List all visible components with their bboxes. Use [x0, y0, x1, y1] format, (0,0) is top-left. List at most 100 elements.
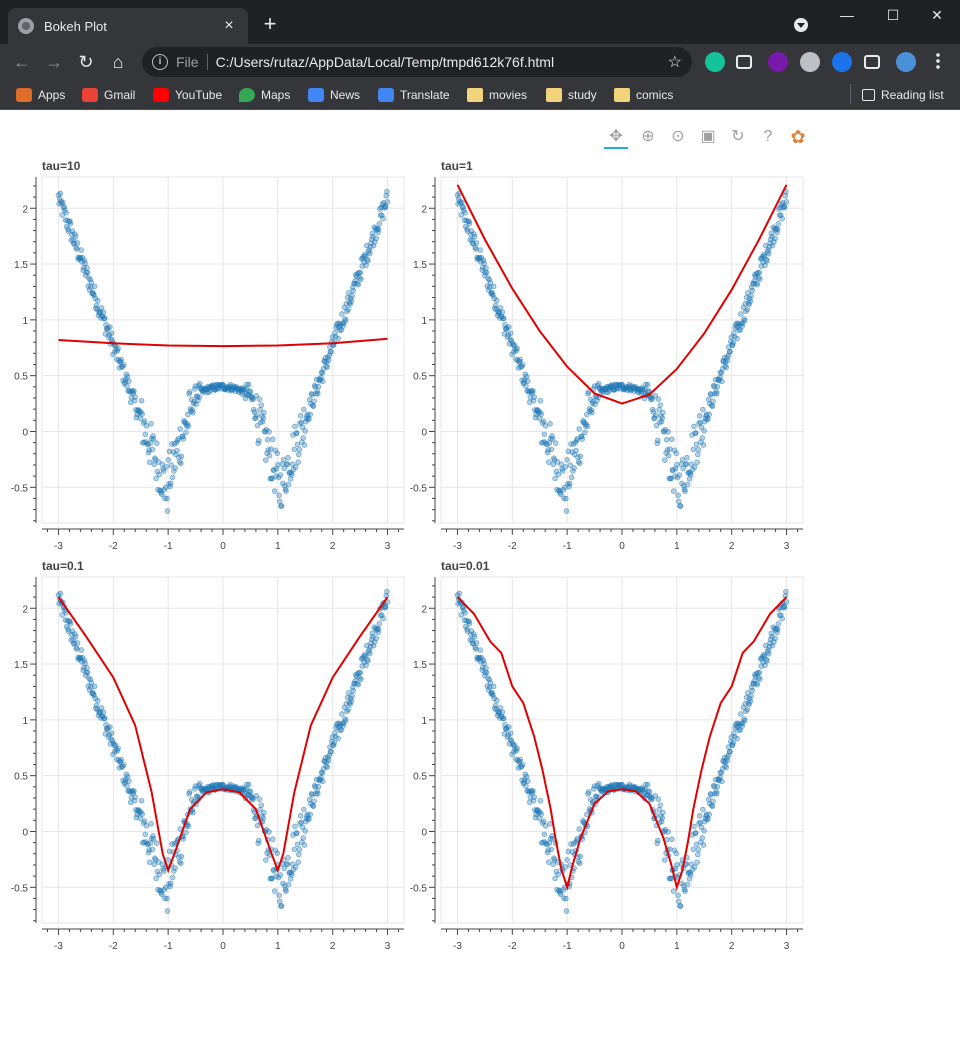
bookmark-youtube[interactable]: YouTube [153, 85, 222, 105]
grammarly-icon[interactable] [705, 52, 725, 72]
scatter-point [324, 764, 331, 770]
scatter-point [693, 441, 700, 448]
minimize-button[interactable]: — [840, 7, 854, 23]
bookmark-news[interactable]: News [308, 85, 360, 105]
bookmark-study[interactable]: study [546, 85, 597, 105]
reading-list-button[interactable]: Reading list [862, 85, 944, 105]
bookmark-maps[interactable]: Maps [239, 85, 290, 105]
scatter-point [261, 409, 267, 416]
scatter-point [553, 868, 560, 875]
close-window-button[interactable]: ✕ [931, 7, 943, 23]
back-button[interactable]: ← [13, 52, 31, 72]
scatter-point [72, 233, 79, 240]
scatter-point [256, 437, 262, 444]
scatter-point [724, 357, 731, 364]
y-tick-label: -0.5 [410, 883, 428, 894]
scatter-point [576, 426, 582, 432]
bookmark-gmail[interactable]: Gmail [82, 85, 135, 105]
tab-search-icon[interactable] [794, 18, 808, 32]
pan-tool[interactable]: ✥ [604, 125, 628, 149]
scatter-point [297, 813, 304, 819]
plot-panel-3[interactable]: -3 -2 -1 0 1 2 3 -0.5 0 0.5 1 1.5 2 [11, 576, 405, 952]
scatter-point [195, 397, 201, 404]
wifi-ext-icon[interactable] [832, 52, 852, 72]
bookmark-label: Translate [400, 88, 450, 102]
close-tab-icon[interactable]: × [224, 17, 234, 34]
scatter-point [149, 846, 156, 853]
scatter-point [719, 378, 725, 385]
title-bar: Bokeh Plot × + — ☐ ✕ [0, 0, 960, 44]
scatter-point [63, 209, 69, 216]
forward-button[interactable]: → [45, 52, 63, 72]
scatter-point [559, 468, 566, 474]
bookmark-apps[interactable]: Apps [16, 85, 65, 105]
browser-tab[interactable]: Bokeh Plot × [8, 8, 248, 44]
scatter-point [499, 709, 506, 715]
bookmark-movies[interactable]: movies [467, 85, 527, 105]
scatter-point [471, 633, 478, 640]
home-button[interactable]: ⌂ [112, 52, 124, 72]
scatter-point [67, 220, 74, 227]
plot-grid[interactable]: -3 -2 -1 0 1 2 3 -0.5 0 0.5 1 1.5 2 -3 -2 -1 0 1 2 3 -0.5 0 0.… [0, 111, 960, 1048]
maximize-button[interactable]: ☐ [886, 7, 900, 23]
scatter-point [107, 324, 113, 330]
bookmark-comics[interactable]: comics [614, 85, 673, 105]
scatter-point [325, 357, 332, 364]
scatter-point [345, 306, 352, 313]
scatter-point [584, 423, 591, 429]
scatter-point [108, 730, 115, 736]
plot-panel-1[interactable]: -3 -2 -1 0 1 2 3 -0.5 0 0.5 1 1.5 2 [11, 176, 405, 552]
plot-panel-4[interactable]: -3 -2 -1 0 1 2 3 -0.5 0 0.5 1 1.5 2 [410, 576, 804, 952]
scatter-point [247, 389, 254, 395]
scatter-point [186, 389, 193, 395]
bookmark-translate[interactable]: Translate [378, 85, 450, 105]
reload-button[interactable]: ↻ [78, 52, 94, 72]
scatter-point [662, 857, 668, 863]
scatter-point [764, 258, 770, 264]
globe-icon [18, 18, 34, 34]
avatar[interactable] [896, 52, 916, 72]
y-tick-label: 0 [421, 427, 427, 438]
wheel-zoom-tool[interactable]: ⊙ [671, 128, 685, 145]
new-tab-button[interactable]: + [263, 11, 277, 36]
scatter-point [132, 794, 138, 800]
info-icon[interactable]: i [152, 54, 168, 70]
scatter-point [285, 881, 292, 888]
scatter-point [697, 419, 704, 426]
scatter-point [358, 276, 364, 282]
address-bar[interactable]: i File C:/Users/rutaz/AppData/Local/Temp… [142, 47, 692, 77]
help-tool[interactable]: ? [763, 128, 773, 145]
scatter-point [462, 623, 469, 630]
scatter-point [163, 464, 170, 470]
reset-tool[interactable]: ↻ [731, 128, 745, 145]
scatter-point [190, 809, 196, 816]
onenote-icon[interactable] [768, 52, 788, 72]
scatter-point [699, 435, 706, 441]
bookmark-star-icon[interactable]: ☆ [667, 54, 682, 71]
bokeh-logo[interactable]: ✿ [790, 127, 806, 147]
plot-panel-2[interactable]: -3 -2 -1 0 1 2 3 -0.5 0 0.5 1 1.5 2 [410, 176, 804, 552]
menu-kebab-icon[interactable] [936, 52, 940, 70]
scatter-point [258, 402, 265, 408]
scatter-point [185, 823, 192, 829]
puzzle-icon[interactable] [864, 55, 880, 69]
scatter-point [300, 835, 307, 841]
scatter-point [288, 871, 295, 878]
scatter-point [694, 459, 700, 466]
box-zoom-tool[interactable]: ⊕ [641, 128, 655, 145]
scatter-point [713, 790, 720, 797]
url-text[interactable]: C:/Users/rutaz/AppData/Local/Temp/tmpd61… [215, 54, 555, 70]
scatter-point [563, 508, 570, 514]
scatter-point [701, 828, 707, 834]
folder-icon [614, 88, 630, 102]
y-tick-label: 1 [421, 716, 427, 727]
scatter-point [169, 874, 176, 881]
scatter-point [657, 402, 664, 408]
scatter-point [683, 461, 690, 467]
tab-manager-icon[interactable] [736, 55, 752, 69]
scatter-point [357, 669, 364, 676]
profile-ext-icon[interactable] [800, 52, 820, 72]
scatter-point [384, 188, 390, 195]
scatter-point [78, 247, 85, 253]
save-tool[interactable]: ▣ [700, 128, 716, 145]
